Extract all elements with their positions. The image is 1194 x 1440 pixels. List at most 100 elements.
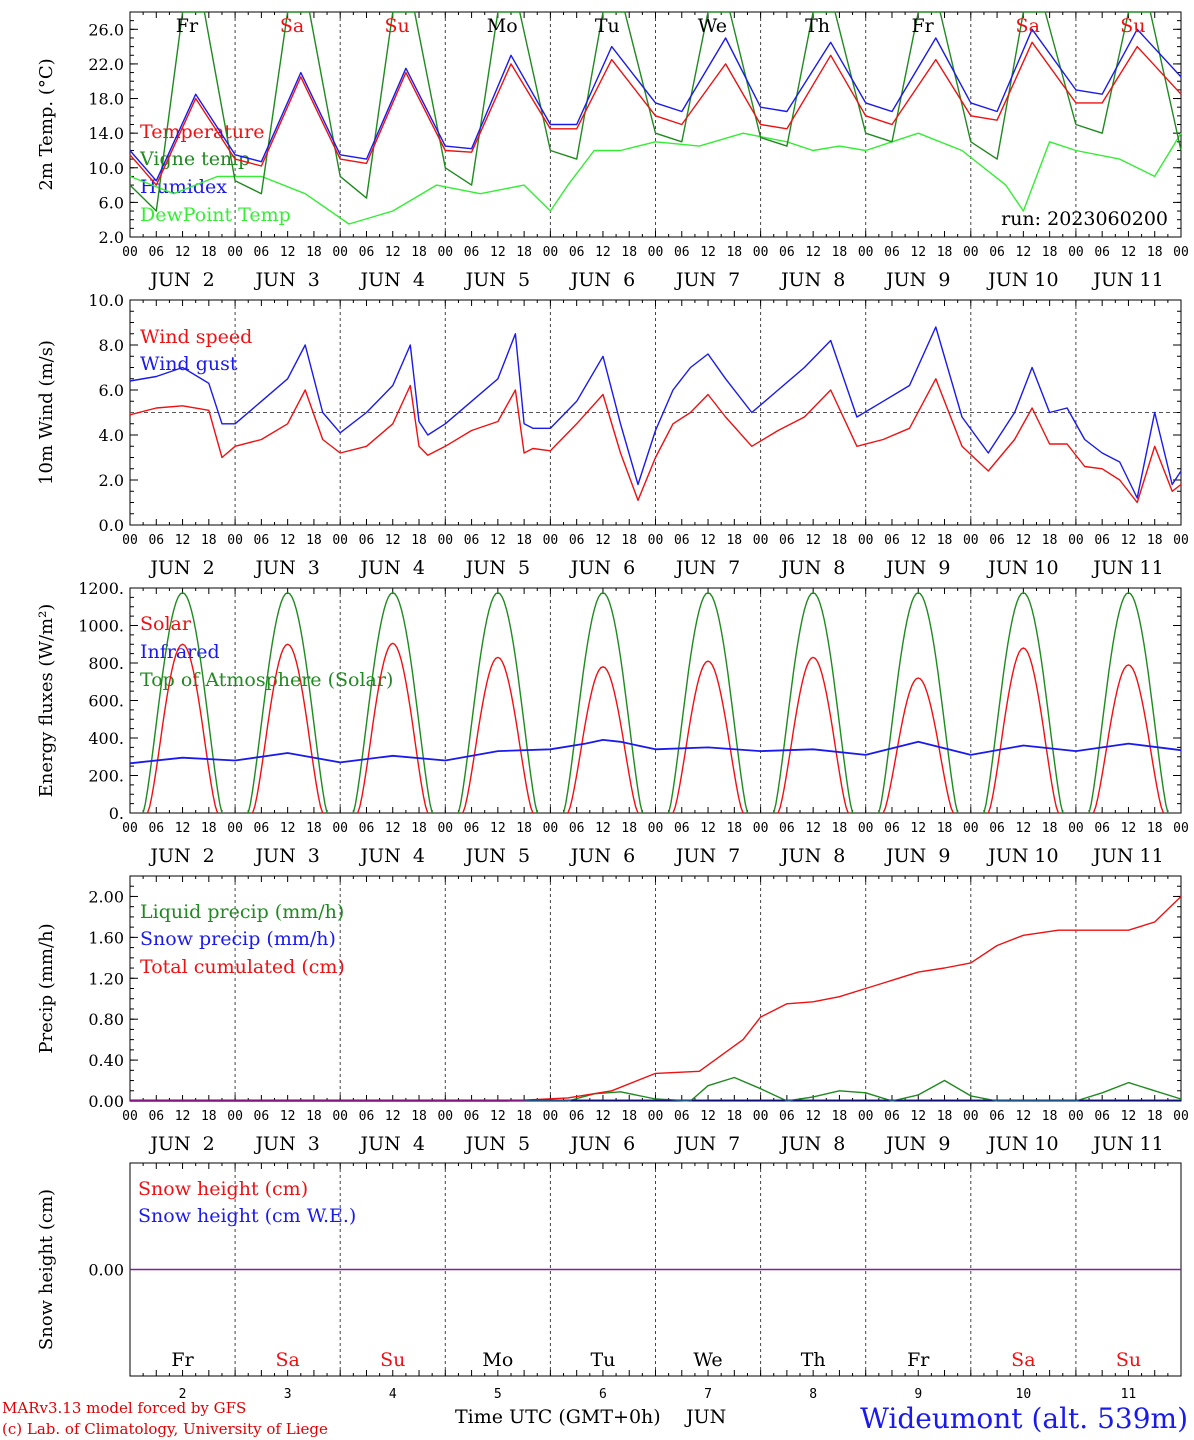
- hour-tick-label: 06: [674, 821, 690, 836]
- series-solar: [882, 677, 954, 814]
- day-number: 6: [599, 1387, 607, 1402]
- legend-entry: Solar: [140, 613, 192, 635]
- hour-tick-label: 00: [648, 533, 664, 548]
- hour-tick-label: 18: [726, 245, 742, 260]
- day-number: 3: [284, 1387, 292, 1402]
- hour-tick-label: 18: [411, 1109, 427, 1124]
- day-name: Th: [805, 15, 830, 37]
- hour-tick-label: 12: [910, 821, 926, 836]
- hour-tick-label: 00: [858, 245, 874, 260]
- date-label: JUN 4: [359, 845, 425, 867]
- hour-tick-label: 18: [832, 1109, 848, 1124]
- hour-tick-label: 06: [884, 821, 900, 836]
- hour-tick-label: 18: [621, 821, 637, 836]
- y-axis-title: 10m Wind (m/s): [36, 340, 57, 485]
- date-label: JUN 5: [464, 557, 530, 579]
- hour-tick-label: 00: [543, 533, 559, 548]
- hour-tick-label: 12: [1121, 1109, 1137, 1124]
- day-name: Mo: [482, 1349, 513, 1371]
- hour-tick-label: 18: [937, 245, 953, 260]
- hour-tick-label: 12: [280, 821, 296, 836]
- hour-tick-label: 12: [595, 821, 611, 836]
- hour-tick-label: 06: [359, 533, 375, 548]
- day-name: Fr: [911, 15, 934, 37]
- hour-tick-label: 00: [1173, 1109, 1189, 1124]
- hour-tick-label: 00: [648, 821, 664, 836]
- legend-entry: Wind speed: [140, 326, 252, 348]
- series-toa-solar: [142, 592, 223, 814]
- hour-tick-label: 06: [254, 1109, 270, 1124]
- hour-tick-label: 00: [543, 821, 559, 836]
- hour-tick-label: 06: [254, 245, 270, 260]
- date-label: JUN 2: [148, 557, 214, 579]
- legend-entry: Wind gust: [140, 353, 238, 375]
- hour-tick-label: 12: [280, 533, 296, 548]
- series-solar: [146, 643, 219, 814]
- hour-tick-label: 00: [227, 821, 243, 836]
- day-name: Tu: [595, 15, 620, 37]
- day-name: We: [693, 1349, 722, 1371]
- hour-tick-label: 06: [779, 821, 795, 836]
- hour-tick-label: 00: [1068, 245, 1084, 260]
- hour-tick-label: 12: [385, 533, 401, 548]
- series-temperature: [129, 41, 1182, 186]
- hour-tick-label: 00: [1173, 821, 1189, 836]
- y-tick-label: 0.00: [88, 1092, 124, 1111]
- hour-tick-label: 00: [1173, 533, 1189, 548]
- hour-tick-label: 18: [306, 821, 322, 836]
- y-axis-title: Precip (mm/h): [36, 923, 57, 1053]
- run-label: run: 2023060200: [1001, 208, 1168, 230]
- y-tick-label: 0.00: [88, 1261, 124, 1280]
- hour-tick-label: 18: [516, 821, 532, 836]
- hour-tick-label: 12: [1016, 1109, 1032, 1124]
- hour-tick-label: 12: [385, 1109, 401, 1124]
- day-number: 10: [1016, 1387, 1032, 1402]
- hour-tick-label: 12: [700, 245, 716, 260]
- date-label: JUN 3: [253, 845, 319, 867]
- series-toa-solar: [878, 592, 959, 814]
- hour-tick-label: 00: [437, 533, 453, 548]
- hour-tick-label: 06: [779, 533, 795, 548]
- series-wind-gust: [129, 326, 1182, 499]
- hour-tick-label: 18: [1042, 245, 1058, 260]
- hour-tick-label: 18: [832, 245, 848, 260]
- hour-tick-label: 06: [989, 533, 1005, 548]
- date-label: JUN 7: [674, 1133, 740, 1155]
- hour-tick-label: 12: [595, 245, 611, 260]
- series-infrared: [129, 739, 1182, 765]
- hour-tick-label: 06: [884, 533, 900, 548]
- y-tick-label: 1000.: [78, 617, 124, 636]
- hour-tick-label: 18: [1147, 1109, 1163, 1124]
- hour-tick-label: 06: [674, 245, 690, 260]
- hour-tick-label: 12: [1016, 821, 1032, 836]
- y-tick-label: 0.0: [99, 516, 124, 535]
- date-label: JUN 10: [986, 845, 1058, 867]
- hour-tick-label: 12: [1016, 245, 1032, 260]
- x-axis-title: Time UTC (GMT+0h): [455, 1406, 661, 1428]
- hour-tick-label: 12: [805, 533, 821, 548]
- y-tick-label: 2.00: [88, 887, 124, 906]
- hour-tick-label: 06: [1094, 533, 1110, 548]
- date-label: JUN 11: [1091, 269, 1163, 291]
- day-name: Su: [1116, 1349, 1141, 1371]
- date-label: JUN 5: [464, 269, 530, 291]
- date-label: JUN 11: [1091, 845, 1163, 867]
- series-toa-solar: [667, 592, 749, 814]
- hour-tick-label: 00: [963, 533, 979, 548]
- hour-tick-label: 00: [1173, 245, 1189, 260]
- hour-tick-label: 00: [227, 1109, 243, 1124]
- date-label: JUN 7: [674, 845, 740, 867]
- hour-tick-label: 12: [910, 1109, 926, 1124]
- day-number: 9: [914, 1387, 922, 1402]
- hour-tick-label: 00: [648, 245, 664, 260]
- date-label: JUN 3: [253, 269, 319, 291]
- lab-credit: (c) Lab. of Climatology, University of L…: [2, 1420, 328, 1438]
- hour-tick-label: 18: [516, 245, 532, 260]
- y-tick-label: 0.80: [88, 1010, 124, 1029]
- hour-tick-label: 06: [569, 245, 585, 260]
- day-number: 8: [809, 1387, 817, 1402]
- date-label: JUN 6: [569, 845, 635, 867]
- y-tick-label: 200.: [88, 767, 124, 786]
- series-toa-solar: [562, 592, 644, 814]
